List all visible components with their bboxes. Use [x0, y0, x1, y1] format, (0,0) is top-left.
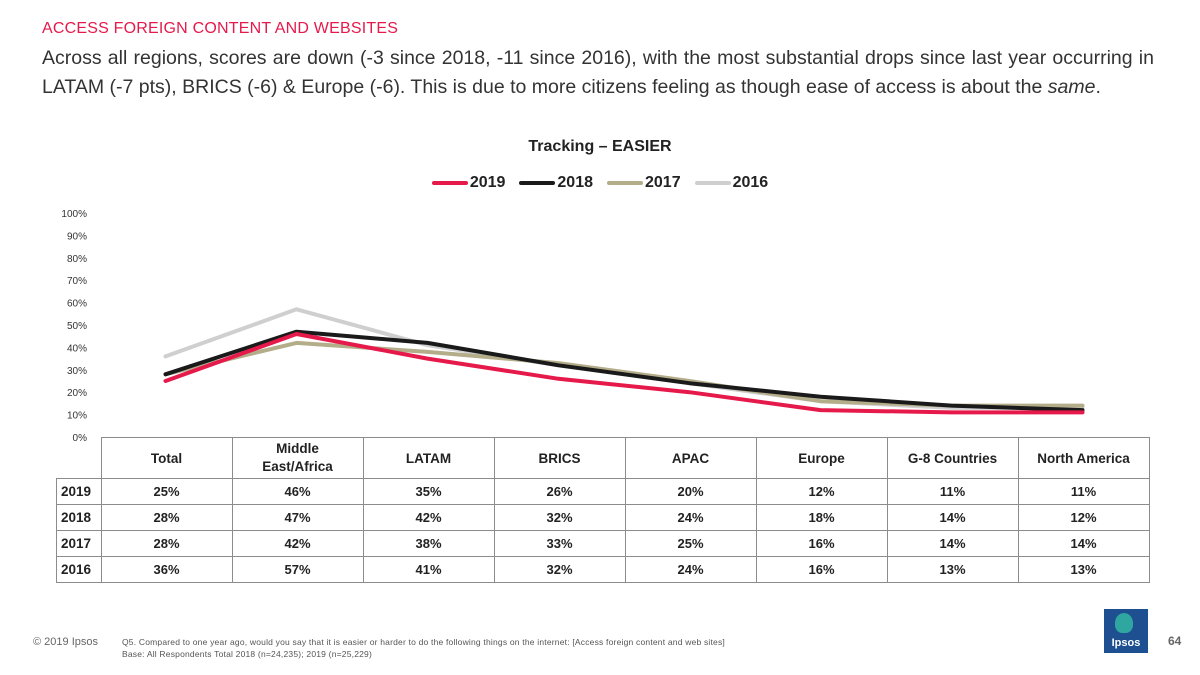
headline-end: .: [1095, 76, 1101, 98]
table-cell: 13%: [1017, 556, 1150, 583]
table-cell: 12%: [1017, 504, 1150, 531]
table-cell: 42%: [231, 530, 364, 557]
y-tick-label: 80%: [67, 254, 87, 265]
table-cell: 13%: [886, 556, 1019, 583]
copyright: © 2019 Ipsos: [33, 636, 98, 648]
legend-swatch-2019: [431, 181, 468, 185]
table-cell: 32%: [493, 504, 626, 531]
table-cell: 18%: [755, 504, 888, 531]
table-row-header: 2017: [56, 530, 102, 557]
legend-item-2019: 2019: [431, 174, 506, 192]
table-cell: 46%: [231, 478, 364, 505]
table-cell: 57%: [231, 556, 364, 583]
table-cell: 47%: [231, 504, 364, 531]
headline-text: Across all regions, scores are down (-3 …: [42, 47, 1154, 98]
table-cell: 11%: [1017, 478, 1150, 505]
table-header-total: Total: [100, 437, 233, 479]
table-cell: 14%: [1017, 530, 1150, 557]
legend-swatch-2018: [519, 181, 556, 185]
headline-emphasis: same: [1047, 76, 1096, 98]
series-line-2019: [163, 332, 1085, 415]
y-tick-label: 50%: [67, 321, 87, 332]
y-tick-label: 100%: [61, 209, 87, 220]
table-header-north-america: North America: [1017, 437, 1150, 479]
footnote-base: Base: All Respondents Total 2018 (n=24,2…: [122, 649, 373, 659]
table-row-header: 2019: [56, 478, 102, 505]
chart-title: Tracking – EASIER: [528, 138, 672, 155]
page-number: 64: [1168, 634, 1182, 648]
table-cell: 24%: [624, 504, 757, 531]
table-cell: 28%: [100, 530, 233, 557]
legend-item-2017: 2017: [607, 174, 681, 192]
table-row: 2016 36% 57% 41% 32% 24% 16% 13% 13%: [56, 556, 1150, 583]
table-cell: 38%: [362, 530, 495, 557]
y-tick-label: 10%: [67, 411, 87, 422]
legend-label-2016: 2016: [732, 174, 769, 191]
y-tick-label: 90%: [67, 231, 87, 242]
data-table: Total Middle East/Africa LATAM BRICS APA…: [56, 437, 1150, 583]
table-cell: 41%: [362, 556, 495, 583]
section-kicker: ACCESS FOREIGN CONTENT AND WEBSITES: [42, 20, 399, 37]
table-row: 2017 28% 42% 38% 33% 25% 16% 14% 14%: [56, 530, 1150, 557]
table-cell: 20%: [624, 478, 757, 505]
legend-swatch-2017: [607, 181, 643, 185]
table-cell: 11%: [886, 478, 1019, 505]
table-corner: [56, 437, 102, 479]
logo-mark-icon: [1115, 613, 1133, 633]
y-tick-label: 20%: [67, 388, 87, 399]
table-header-g8-countries: G-8 Countries: [886, 437, 1019, 479]
table-cell: 33%: [493, 530, 626, 557]
y-tick-label: 70%: [67, 276, 87, 287]
logo-text: Ipsos: [1111, 637, 1141, 649]
series-line-2016: [163, 307, 1085, 410]
table-cell: 28%: [100, 504, 233, 531]
y-tick-label: 60%: [67, 299, 87, 310]
table-cell: 32%: [493, 556, 626, 583]
footnote: Q5. Compared to one year ago, would you …: [122, 636, 725, 660]
table-row-header: 2016: [56, 556, 102, 583]
series-lines: [163, 307, 1085, 415]
headline: Across all regions, scores are down (-3 …: [42, 44, 1154, 102]
table-header-apac: APAC: [624, 437, 757, 479]
table-cell: 24%: [624, 556, 757, 583]
table-cell: 35%: [362, 478, 495, 505]
table-header-europe: Europe: [755, 437, 888, 479]
table-header-middle-east-africa: Middle East/Africa: [231, 437, 364, 479]
table-cell: 16%: [755, 530, 888, 557]
table-cell: 25%: [100, 478, 233, 505]
table-cell: 36%: [100, 556, 233, 583]
table-cell: 25%: [624, 530, 757, 557]
legend-label-2018: 2018: [557, 174, 593, 191]
legend-label-2019: 2019: [469, 174, 506, 191]
series-line-2018: [163, 329, 1085, 413]
table-row-header: 2018: [56, 504, 102, 531]
legend-item-2018: 2018: [519, 174, 593, 192]
legend-item-2016: 2016: [694, 174, 769, 192]
table-header-brics: BRICS: [493, 437, 626, 479]
table-row: 2019 25% 46% 35% 26% 20% 12% 11% 11%: [56, 478, 1150, 505]
table-cell: 42%: [362, 504, 495, 531]
table-header-row: Total Middle East/Africa LATAM BRICS APA…: [56, 437, 1150, 479]
ipsos-logo: Ipsos: [1104, 609, 1148, 653]
table-header-latam: LATAM: [362, 437, 495, 479]
table-cell: 14%: [886, 504, 1019, 531]
y-axis: 0%10%20%30%40%50%60%70%80%90%100%: [61, 209, 87, 444]
table-cell: 14%: [886, 530, 1019, 557]
y-tick-label: 30%: [67, 366, 87, 377]
legend-swatch-2016: [694, 181, 731, 185]
y-tick-label: 40%: [67, 343, 87, 354]
footnote-question: Q5. Compared to one year ago, would you …: [122, 637, 725, 647]
chart-legend: 2019 2018 2017 2016: [0, 174, 1200, 192]
legend-label-2017: 2017: [645, 174, 681, 191]
table-cell: 16%: [755, 556, 888, 583]
table-cell: 12%: [755, 478, 888, 505]
table-row: 2018 28% 47% 42% 32% 24% 18% 14% 12%: [56, 504, 1150, 531]
table-cell: 26%: [493, 478, 626, 505]
